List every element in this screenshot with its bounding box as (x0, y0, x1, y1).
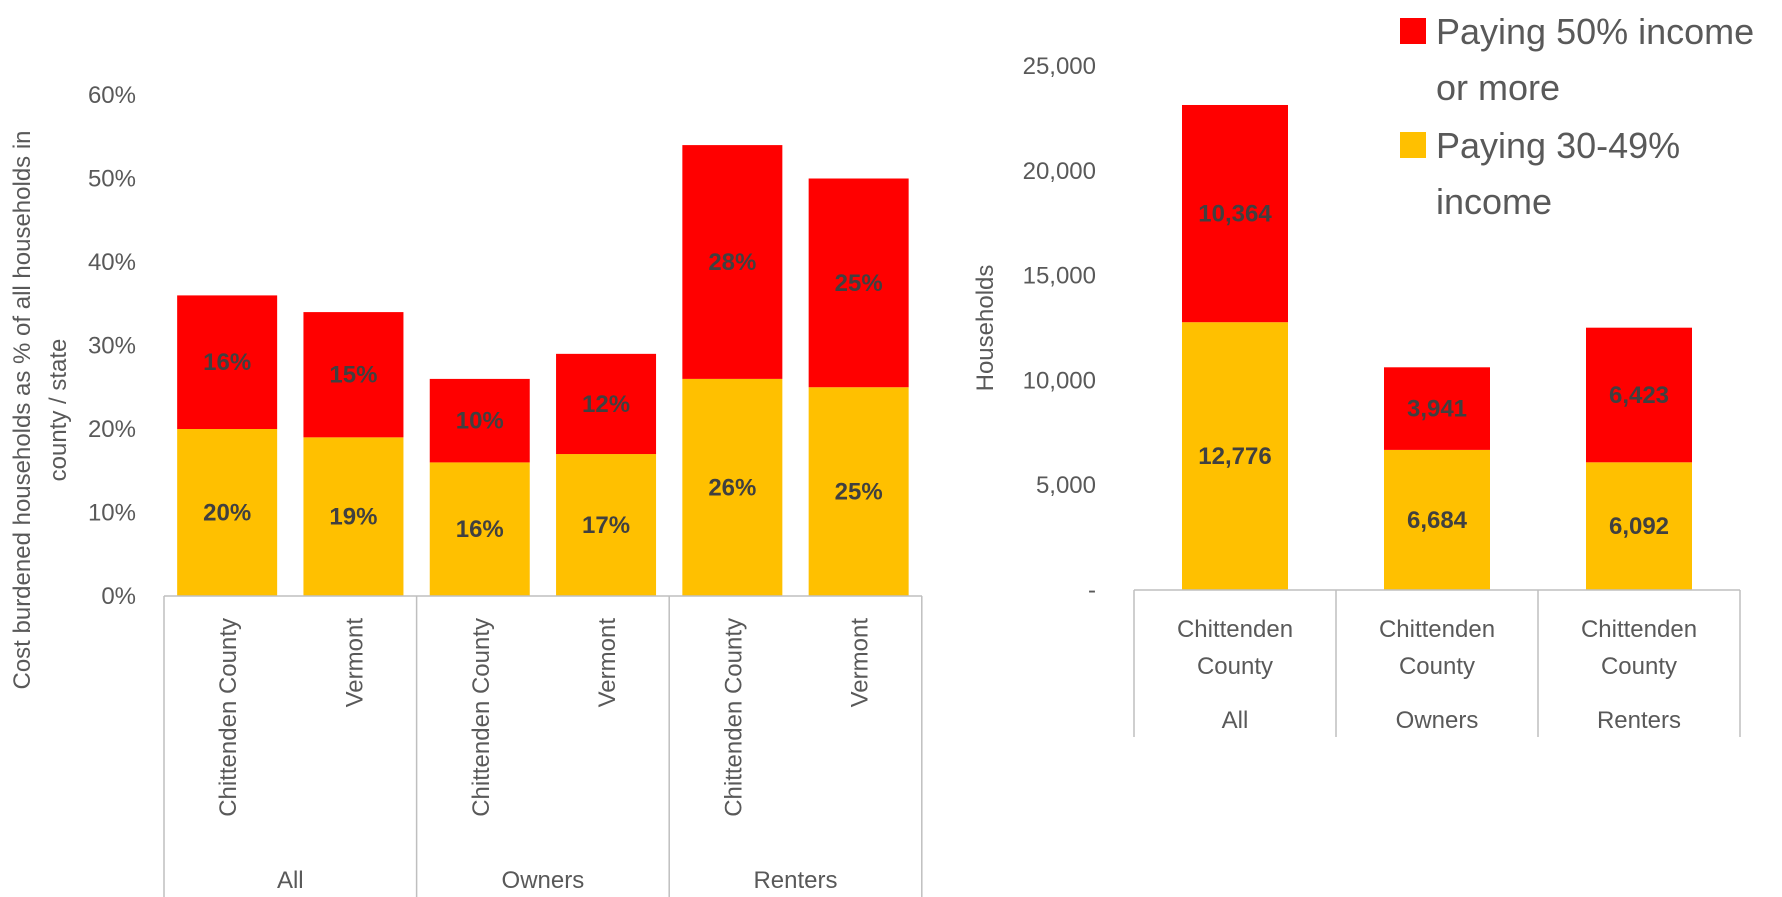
data-label: 20% (203, 500, 251, 527)
y-tick-label: 60% (88, 82, 136, 109)
right-chart-households: - 5,000 10,000 15,000 20,000 25,000 Households… (972, 53, 1741, 737)
data-label: 28% (708, 249, 756, 276)
bar-segment-50-plus (682, 145, 783, 379)
y-tick-label: 5,000 (1036, 472, 1096, 499)
data-label: 6,684 (1407, 507, 1468, 534)
x-group-label: Renters (753, 867, 837, 894)
legend: Paying 50% income or more Paying 30-49% inc… (1400, 11, 1754, 222)
legend-swatch (1400, 18, 1426, 44)
bar-segment-30-49 (682, 378, 783, 596)
left-chart-percent: 0% 10% 20% 30% 40% 50% 60% Cost burdened househ… (9, 82, 923, 897)
data-label: 10,364 (1198, 201, 1272, 228)
data-label: 12% (582, 391, 630, 418)
bar-segment-30-49 (1586, 462, 1692, 590)
bar-segment-30-49 (429, 462, 530, 596)
x-group-label: Owners (502, 867, 585, 894)
y-tick-label: 25,000 (1023, 53, 1096, 80)
bar-segment-30-49 (556, 454, 657, 596)
bar-segment-50-plus (1384, 367, 1490, 450)
x-category-label: Chittenden County (468, 618, 495, 817)
bar-segment-50-plus (556, 353, 657, 455)
x-category-label: Vermont (341, 618, 368, 708)
data-label: 17% (582, 512, 630, 539)
y-axis-title: Cost burdened households as % of all hou… (9, 130, 72, 689)
data-label: 26% (708, 474, 756, 501)
bar-segment-50-plus (1182, 104, 1288, 323)
x-category-label: Vermont (847, 618, 874, 708)
x-category-label: Chittenden County (1379, 616, 1495, 680)
y-tick-label: 20,000 (1023, 158, 1096, 185)
bar-segment-50-plus (177, 295, 278, 429)
y-tick-label: 15,000 (1023, 263, 1096, 290)
bar-segment-50-plus (303, 312, 404, 438)
data-label: 25% (835, 270, 883, 297)
x-group-label: Renters (1597, 707, 1681, 734)
bar-segment-30-49 (1384, 449, 1490, 590)
x-group-label: Owners (1396, 707, 1479, 734)
legend-label: Paying 50% income (1436, 11, 1754, 52)
y-tick-label: - (1088, 577, 1096, 604)
x-category-label: Chittenden County (1177, 616, 1293, 680)
bar-segment-30-49 (177, 429, 278, 596)
bar-segment-50-plus (429, 378, 530, 463)
bar-segment-30-49 (303, 437, 404, 596)
y-tick-label: 40% (88, 249, 136, 276)
data-label: 16% (203, 349, 251, 376)
data-label: 3,941 (1407, 396, 1467, 423)
data-label: 15% (329, 362, 377, 389)
data-label: 10% (456, 408, 504, 435)
x-category-label: Chittenden County (720, 618, 747, 817)
legend-label: income (1436, 181, 1552, 222)
bar-segment-50-plus (1586, 327, 1692, 463)
data-label: 16% (456, 516, 504, 543)
bar-segment-30-49 (808, 387, 909, 596)
y-axis-title: Households (972, 265, 999, 392)
x-group-label: All (1222, 707, 1249, 734)
y-tick-label: 10% (88, 500, 136, 527)
bar-segment-30-49 (1182, 322, 1288, 590)
data-label: 6,423 (1609, 382, 1669, 409)
x-category-label: Vermont (594, 618, 621, 708)
legend-label: or more (1436, 67, 1560, 108)
x-category-label: Chittenden County (1581, 616, 1697, 680)
data-label: 25% (835, 479, 883, 506)
y-tick-label: 30% (88, 333, 136, 360)
bar-segment-50-plus (808, 178, 909, 388)
legend-swatch (1400, 132, 1426, 158)
data-label: 19% (329, 504, 377, 531)
data-label: 12,776 (1198, 443, 1271, 470)
y-tick-label: 0% (101, 583, 136, 610)
legend-label: Paying 30-49% (1436, 125, 1680, 166)
data-label: 6,092 (1609, 513, 1669, 540)
x-group-label: All (277, 867, 304, 894)
y-tick-label: 50% (88, 166, 136, 193)
y-tick-label: 10,000 (1023, 367, 1096, 394)
x-category-label: Chittenden County (215, 618, 242, 817)
y-tick-label: 20% (88, 416, 136, 443)
